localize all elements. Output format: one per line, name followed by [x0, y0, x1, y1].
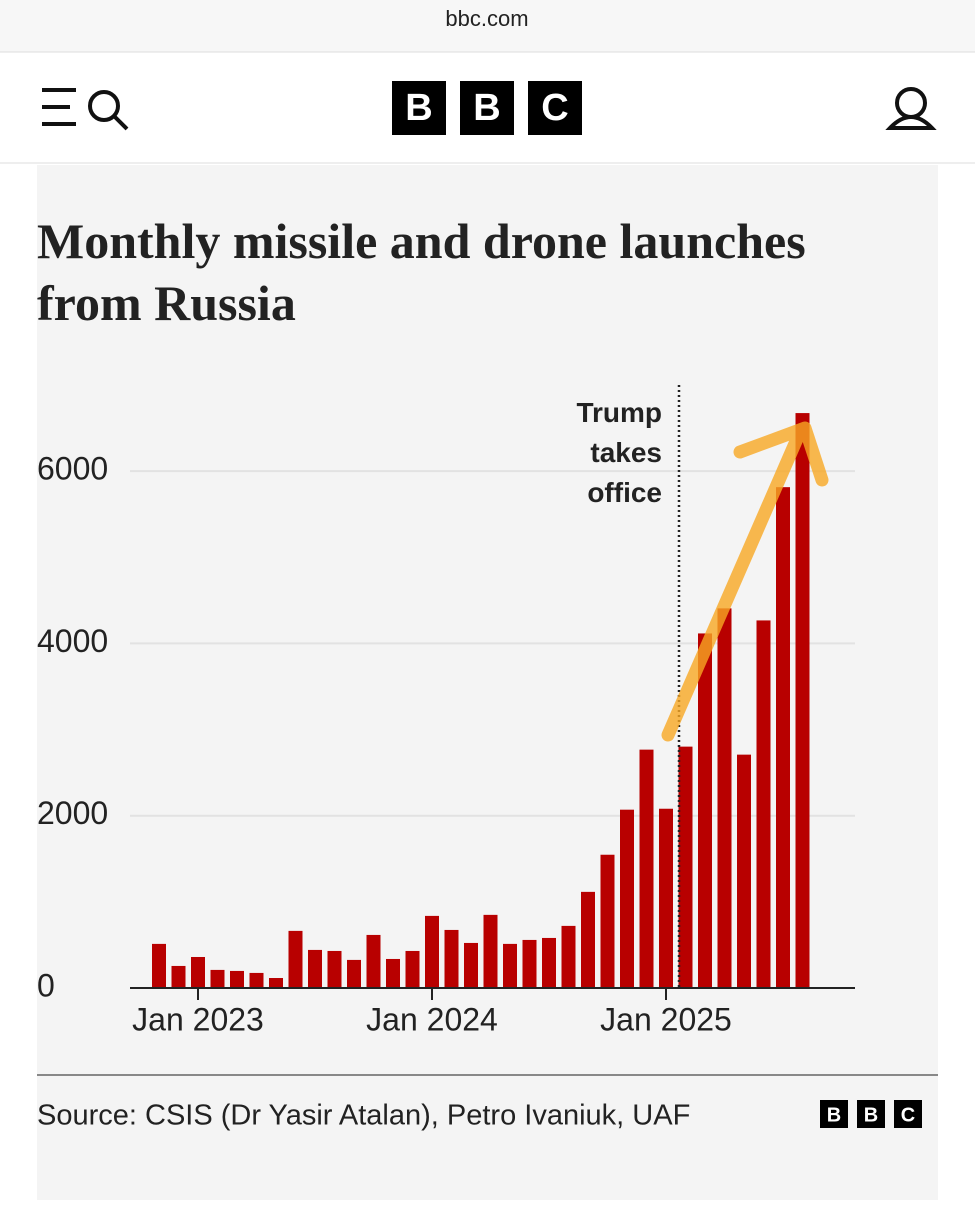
logo-letter: B — [473, 87, 500, 129]
logo-box — [857, 1100, 885, 1128]
bar — [405, 950, 420, 988]
annotation-box: Trump takes office — [576, 397, 662, 508]
address-bar — [0, 0, 975, 52]
bar — [152, 943, 166, 988]
bar — [249, 972, 264, 988]
logo-box — [820, 1100, 848, 1128]
logo-letter: C — [901, 1104, 915, 1126]
bar — [776, 487, 790, 988]
y-tick-label: 4000 — [37, 623, 108, 659]
bar — [210, 969, 225, 988]
bar — [483, 914, 498, 988]
bar — [347, 959, 361, 988]
bar — [171, 965, 186, 988]
bar — [444, 929, 459, 988]
logo-box — [894, 1100, 922, 1128]
x-tick-label: Jan 2023 — [132, 1001, 264, 1037]
x-tick-label: Jan 2025 — [600, 1001, 732, 1037]
bar — [191, 956, 205, 988]
bar — [756, 620, 771, 988]
bar — [620, 809, 634, 988]
bar — [425, 915, 439, 988]
bar — [678, 746, 693, 988]
logo-box — [528, 81, 582, 135]
bar — [366, 934, 381, 988]
logo-letter: B — [405, 87, 432, 129]
y-tick-label: 6000 — [37, 451, 108, 487]
x-tick-label: Jan 2024 — [366, 1001, 498, 1037]
scribble-arrow — [661, 421, 829, 742]
bar — [327, 950, 342, 988]
bar — [386, 958, 400, 988]
bar — [600, 854, 615, 988]
annotation: Trump takes office — [576, 397, 662, 508]
bar — [737, 754, 751, 988]
bar — [717, 608, 732, 988]
source: Source: CSIS (Dr Yasir Atalan), Petro Iv… — [37, 1100, 690, 1132]
logo-box — [392, 81, 446, 135]
bar — [561, 925, 576, 988]
bar — [659, 808, 673, 988]
title-box: Monthly missile and drone launches from … — [37, 213, 806, 331]
bar — [308, 949, 322, 988]
bar — [288, 930, 303, 988]
logo-letter: B — [864, 1104, 878, 1126]
bar — [503, 943, 517, 988]
url: bbc.com — [445, 6, 528, 31]
bar — [464, 942, 478, 988]
bar — [542, 937, 556, 988]
bar — [795, 413, 810, 988]
bar — [698, 633, 712, 988]
bar — [639, 749, 654, 988]
y-tick-label: 0 — [37, 967, 55, 1003]
chart-title: Monthly missile and drone launches from … — [37, 213, 806, 331]
bar — [269, 978, 283, 988]
logo-letter: B — [827, 1104, 841, 1126]
bar — [522, 939, 537, 988]
account-button[interactable] — [885, 87, 937, 130]
bar — [581, 891, 595, 988]
logo-letter: C — [541, 87, 568, 129]
y-tick-label: 2000 — [37, 795, 108, 831]
bar — [230, 970, 244, 988]
menu-search-button[interactable] — [42, 88, 129, 131]
logo-box — [460, 81, 514, 135]
